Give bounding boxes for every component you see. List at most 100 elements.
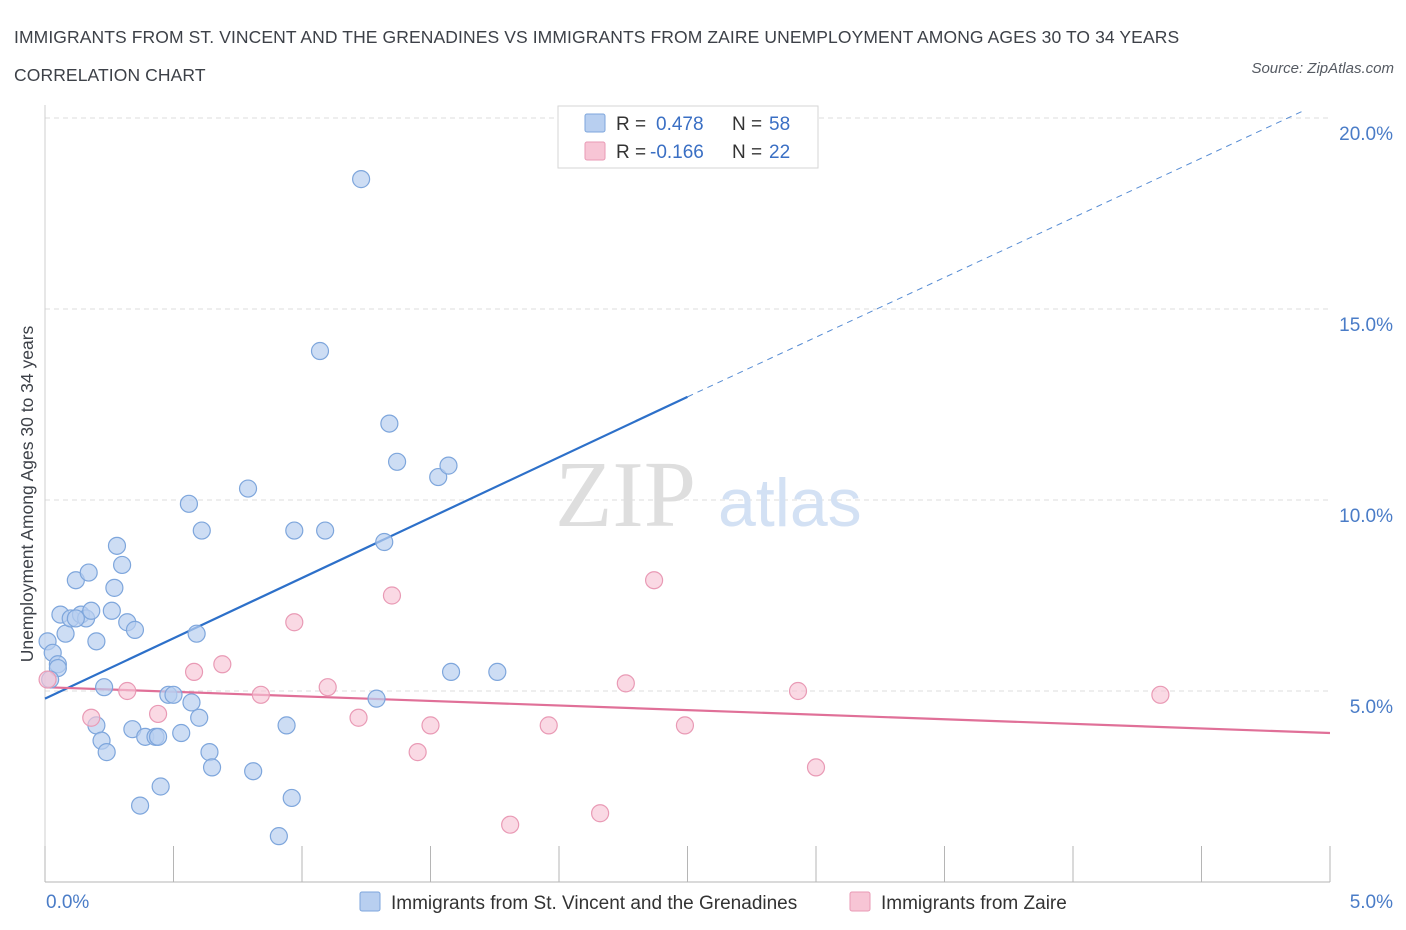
point-blue-53 bbox=[441, 662, 461, 682]
point-pink-18 bbox=[675, 716, 695, 735]
point-blue-41 bbox=[282, 788, 301, 808]
point-pink-16 bbox=[616, 674, 635, 693]
point-blue-48 bbox=[375, 532, 394, 552]
point-blue-35 bbox=[192, 521, 211, 540]
point-blue-56 bbox=[66, 609, 85, 628]
point-blue-33 bbox=[187, 624, 206, 643]
point-pink-7 bbox=[285, 613, 304, 632]
legend-r-label-2: R = bbox=[616, 142, 646, 163]
point-blue-23 bbox=[130, 796, 150, 815]
point-pink-6 bbox=[251, 685, 270, 704]
point-pink-10 bbox=[382, 586, 402, 605]
point-blue-36 bbox=[200, 743, 219, 762]
bottom-legend-label-1: Immigrants from St. Vincent and the Gren… bbox=[391, 893, 797, 914]
point-blue-44 bbox=[310, 341, 330, 361]
point-blue-54 bbox=[488, 662, 507, 682]
point-blue-29 bbox=[164, 685, 183, 704]
point-blue-42 bbox=[285, 521, 304, 540]
point-blue-34 bbox=[190, 708, 209, 727]
trend-line-blue bbox=[44, 395, 688, 700]
watermark: ZIP atlas bbox=[555, 443, 862, 547]
legend-swatch-pink bbox=[584, 141, 606, 161]
x-tick-label-0: 0.0% bbox=[46, 892, 89, 913]
point-blue-15 bbox=[97, 743, 116, 762]
point-blue-32 bbox=[182, 693, 201, 712]
y-tick-label-0: 5.0% bbox=[1350, 697, 1393, 718]
bottom-legend-swatch-blue bbox=[359, 891, 381, 912]
point-pink-21 bbox=[1151, 685, 1170, 704]
point-pink-20 bbox=[806, 758, 826, 777]
point-blue-19 bbox=[112, 555, 132, 575]
y-tick-label-2: 15.0% bbox=[1339, 315, 1393, 336]
watermark-zip: ZIP bbox=[555, 443, 696, 547]
y-axis-title: Unemployment Among Ages 30 to 34 years bbox=[17, 325, 37, 662]
point-blue-16 bbox=[102, 601, 121, 620]
bottom-legend: Immigrants from St. Vincent and the Gren… bbox=[359, 891, 1067, 914]
point-pink-8 bbox=[318, 678, 337, 697]
point-blue-11 bbox=[87, 632, 106, 651]
point-pink-17 bbox=[644, 571, 664, 590]
point-pink-13 bbox=[501, 815, 520, 834]
x-tick-labels: 0.0% 5.0% bbox=[46, 892, 1393, 913]
point-pink-3 bbox=[148, 704, 168, 724]
y-tick-label-1: 10.0% bbox=[1339, 506, 1393, 527]
point-blue-17 bbox=[105, 578, 124, 597]
point-blue-49 bbox=[380, 414, 399, 433]
point-pink-5 bbox=[213, 655, 232, 674]
point-blue-39 bbox=[244, 762, 263, 781]
legend-swatch-blue bbox=[584, 113, 606, 133]
legend-n-value-1: 58 bbox=[769, 114, 790, 135]
point-pink-14 bbox=[539, 716, 558, 735]
point-pink-2 bbox=[118, 681, 137, 701]
legend-n-label-2: N = bbox=[732, 142, 762, 163]
legend-box: R = 0.478 N = 58 R = -0.166 N = 22 bbox=[557, 105, 819, 169]
point-blue-27 bbox=[151, 777, 170, 796]
point-blue-50 bbox=[387, 452, 407, 471]
point-blue-45 bbox=[316, 521, 335, 540]
point-blue-51 bbox=[429, 467, 448, 487]
point-blue-26 bbox=[148, 727, 168, 746]
grid-lines bbox=[45, 117, 1330, 692]
point-blue-52 bbox=[439, 456, 458, 475]
y-tick-labels: 5.0% 10.0% 15.0% 20.0% bbox=[1339, 124, 1393, 718]
point-pink-9 bbox=[349, 708, 368, 727]
point-blue-22 bbox=[125, 620, 145, 639]
trend-line-blue-extension bbox=[687, 109, 1305, 398]
point-pink-0 bbox=[38, 670, 57, 689]
legend-n-value-2: 22 bbox=[769, 142, 790, 163]
point-blue-47 bbox=[367, 689, 386, 708]
watermark-atlas: atlas bbox=[718, 465, 862, 541]
legend-r-label-1: R = bbox=[616, 114, 646, 135]
trend-lines bbox=[44, 109, 1331, 735]
legend-r-value-1: 0.478 bbox=[656, 114, 704, 135]
point-blue-31 bbox=[179, 494, 199, 513]
source-label: Source: ZipAtlas.com bbox=[1251, 60, 1394, 77]
point-blue-43 bbox=[269, 827, 288, 846]
points-series-2 bbox=[38, 571, 1170, 834]
legend-n-label-1: N = bbox=[732, 114, 762, 135]
point-blue-4 bbox=[56, 624, 75, 643]
point-pink-15 bbox=[591, 804, 610, 823]
point-pink-11 bbox=[408, 743, 427, 762]
point-blue-40 bbox=[277, 716, 296, 735]
bottom-legend-swatch-pink bbox=[849, 891, 871, 912]
y-tick-label-3: 20.0% bbox=[1339, 124, 1393, 145]
chart-title: IMMIGRANTS FROM ST. VINCENT AND THE GREN… bbox=[14, 27, 1180, 85]
point-blue-10 bbox=[82, 601, 101, 620]
bottom-legend-label-2: Immigrants from Zaire bbox=[881, 893, 1067, 914]
point-blue-18 bbox=[107, 536, 127, 555]
legend-r-value-2: -0.166 bbox=[650, 142, 704, 163]
point-blue-14 bbox=[95, 678, 114, 697]
points-series-1 bbox=[38, 170, 507, 846]
point-blue-46 bbox=[352, 170, 371, 189]
point-pink-4 bbox=[184, 662, 204, 682]
point-pink-19 bbox=[788, 681, 808, 701]
axes bbox=[44, 105, 1331, 883]
point-pink-12 bbox=[421, 716, 440, 735]
x-tick-label-1: 5.0% bbox=[1350, 892, 1393, 913]
point-pink-1 bbox=[82, 708, 101, 727]
point-blue-38 bbox=[238, 479, 258, 498]
point-blue-30 bbox=[172, 723, 191, 743]
point-blue-9 bbox=[79, 563, 98, 582]
